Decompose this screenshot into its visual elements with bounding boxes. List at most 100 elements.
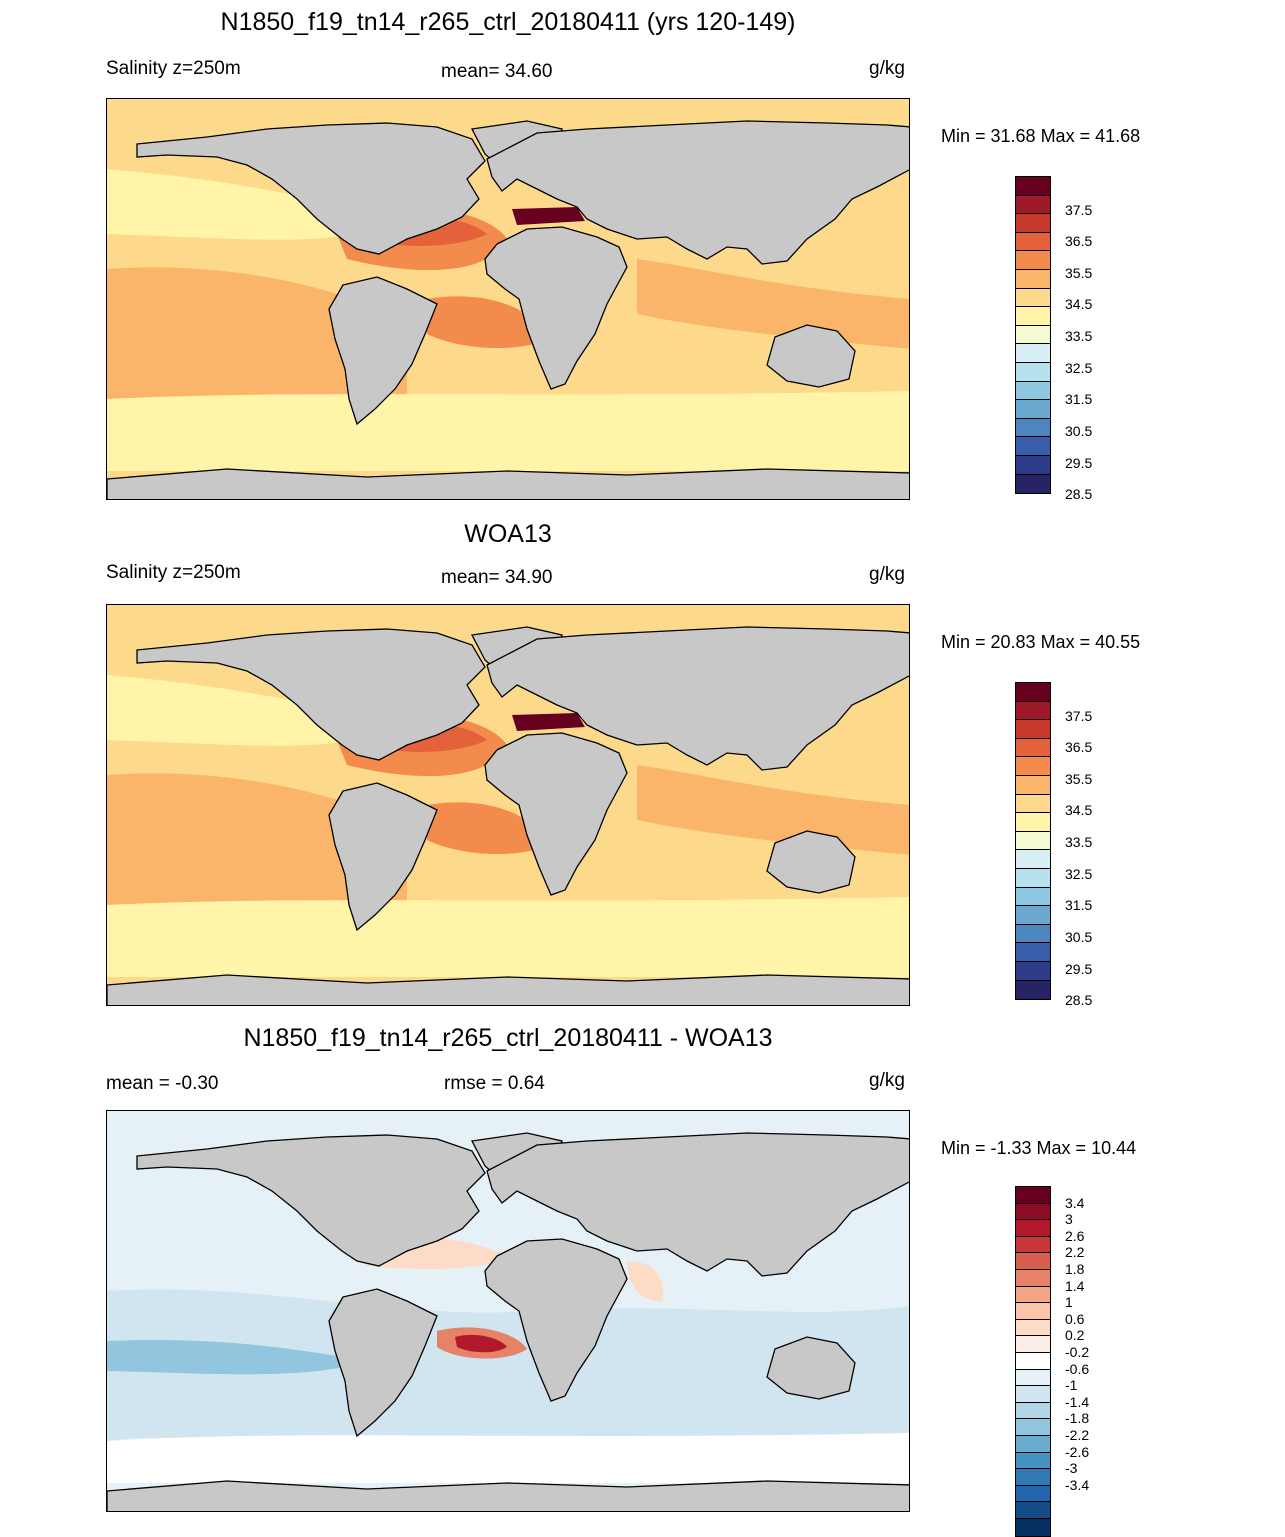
colorbar-box bbox=[1016, 381, 1050, 401]
land-australia bbox=[766, 1336, 856, 1400]
panel-woa13: WOA13 Salinity z=250m mean= 34.90 g/kg M… bbox=[0, 506, 1285, 1012]
colorbar-tick-label: 30.5 bbox=[1065, 422, 1093, 439]
circumpolar-band bbox=[107, 1433, 909, 1483]
colorbar-tick-label: 29.5 bbox=[1065, 960, 1093, 977]
colorbar-box bbox=[1016, 363, 1050, 382]
colorbar-tick-label: 32.5 bbox=[1065, 359, 1093, 376]
land-africa bbox=[484, 1238, 628, 1402]
land-north-america bbox=[136, 1134, 486, 1267]
colorbar-tick-label: 28.5 bbox=[1065, 992, 1093, 1009]
colorbar-box bbox=[1016, 325, 1050, 345]
min-max-label: Min = 20.83 Max = 40.55 bbox=[941, 632, 1141, 652]
colorbar-box bbox=[1016, 195, 1050, 215]
colorbar-box bbox=[1016, 456, 1050, 475]
land-australia bbox=[766, 830, 856, 894]
colorbar-box bbox=[1016, 1336, 1050, 1353]
colorbar-box bbox=[1016, 813, 1050, 832]
mean-label: mean= 34.60 bbox=[441, 61, 553, 82]
land-australia bbox=[766, 324, 856, 388]
colorbar-box bbox=[1016, 251, 1050, 270]
colorbar-tick-label: 34.5 bbox=[1065, 802, 1093, 819]
colorbar-box bbox=[1016, 720, 1050, 739]
variable-label: Salinity z=250m bbox=[106, 58, 241, 79]
colorbar-box bbox=[1016, 794, 1050, 814]
colorbar-box bbox=[1016, 1286, 1050, 1304]
colorbar-tick-label: -1.4 bbox=[1065, 1393, 1090, 1410]
colorbar-tick-label: 1 bbox=[1065, 1294, 1073, 1311]
colorbar-tick-label: -0.2 bbox=[1065, 1344, 1090, 1360]
colorbar-tick-label: 32.5 bbox=[1065, 865, 1093, 882]
colorbar-box bbox=[1016, 924, 1050, 944]
units-label: g/kg bbox=[869, 58, 905, 79]
variable-label: Salinity z=250m bbox=[106, 562, 241, 583]
colorbar-box bbox=[1016, 1402, 1050, 1420]
colorbar-box bbox=[1016, 270, 1050, 289]
south-atlantic-saline bbox=[427, 802, 547, 855]
colorbar-tick-label: 1.4 bbox=[1065, 1277, 1085, 1294]
colorbar-tick-label: -2.6 bbox=[1065, 1443, 1090, 1460]
colorbar-box bbox=[1016, 701, 1050, 721]
land-south-america bbox=[328, 1288, 438, 1438]
colorbar-box bbox=[1016, 980, 1050, 1000]
colorbar-tick-label: -1.8 bbox=[1065, 1410, 1090, 1427]
colorbar-tick-label: 28.5 bbox=[1065, 486, 1093, 503]
colorbar-box bbox=[1016, 776, 1050, 795]
colorbar-box bbox=[1016, 962, 1050, 981]
colorbar-box bbox=[1016, 232, 1050, 252]
colorbar-box bbox=[1016, 1353, 1050, 1370]
colorbar-box bbox=[1016, 1469, 1050, 1486]
colorbar-box bbox=[1016, 1436, 1050, 1453]
north-pacific-fresh bbox=[107, 675, 387, 746]
colorbar-box bbox=[1016, 1369, 1050, 1387]
colorbar-tick-label: 3 bbox=[1065, 1211, 1073, 1228]
mediterranean-max bbox=[512, 207, 585, 225]
colorbar bbox=[1015, 176, 1051, 495]
south-pacific-low bbox=[107, 1340, 367, 1375]
indian-ocean-band bbox=[637, 259, 909, 349]
panel-title: WOA13 bbox=[464, 520, 552, 548]
colorbar-box bbox=[1016, 869, 1050, 888]
colorbar-tick-label: 2.6 bbox=[1065, 1227, 1085, 1244]
colorbar-tick-label: -2.2 bbox=[1065, 1427, 1090, 1443]
colorbar-box bbox=[1016, 400, 1050, 419]
southern-band bbox=[107, 1289, 909, 1447]
colorbar-box bbox=[1016, 1270, 1050, 1287]
colorbar-box bbox=[1016, 683, 1050, 702]
land-north-america bbox=[136, 122, 486, 255]
land-antarctica bbox=[107, 974, 909, 1005]
colorbar-tick-label: 29.5 bbox=[1065, 454, 1093, 471]
min-max-label: Min = 31.68 Max = 41.68 bbox=[941, 126, 1141, 146]
colorbar-box bbox=[1016, 437, 1050, 456]
arabian-sea-positive bbox=[627, 1261, 663, 1302]
colorbar-box bbox=[1016, 288, 1050, 308]
colorbar-box bbox=[1016, 1236, 1050, 1254]
mean-label: mean= 34.90 bbox=[441, 567, 553, 588]
colorbar-tick-label: 36.5 bbox=[1065, 233, 1093, 250]
colorbar-box bbox=[1016, 757, 1050, 776]
land-africa bbox=[484, 226, 628, 390]
colorbar-box bbox=[1016, 1419, 1050, 1436]
colorbar bbox=[1015, 1186, 1051, 1537]
circumpolar-band bbox=[107, 391, 909, 471]
colorbar-tick-label: 36.5 bbox=[1065, 739, 1093, 756]
land-south-america bbox=[328, 276, 438, 426]
colorbar-box bbox=[1016, 1253, 1050, 1270]
colorbar-tick-label: -3 bbox=[1065, 1460, 1078, 1477]
colorbar bbox=[1015, 682, 1051, 1001]
rmse-label: rmse = 0.64 bbox=[444, 1073, 545, 1094]
colorbar-box bbox=[1016, 1502, 1050, 1519]
panel-title: N1850_f19_tn14_r265_ctrl_20180411 (yrs 1… bbox=[220, 8, 796, 36]
min-max-label: Min = -1.33 Max = 10.44 bbox=[941, 1138, 1137, 1158]
land-antarctica bbox=[107, 468, 909, 499]
colorbar-box bbox=[1016, 474, 1050, 494]
land-eurasia bbox=[486, 1132, 909, 1277]
indian-ocean-band bbox=[637, 765, 909, 855]
colorbar-tick-label: 33.5 bbox=[1065, 834, 1093, 851]
colorbar-tick-label: 31.5 bbox=[1065, 391, 1093, 408]
units-label: g/kg bbox=[869, 564, 905, 585]
panel-title: N1850_f19_tn14_r265_ctrl_20180411 - WOA1… bbox=[243, 1024, 773, 1052]
land-africa bbox=[484, 732, 628, 896]
colorbar-box bbox=[1016, 214, 1050, 233]
colorbar-box bbox=[1016, 1485, 1050, 1503]
colorbar-tick-label: 0.2 bbox=[1065, 1327, 1085, 1344]
